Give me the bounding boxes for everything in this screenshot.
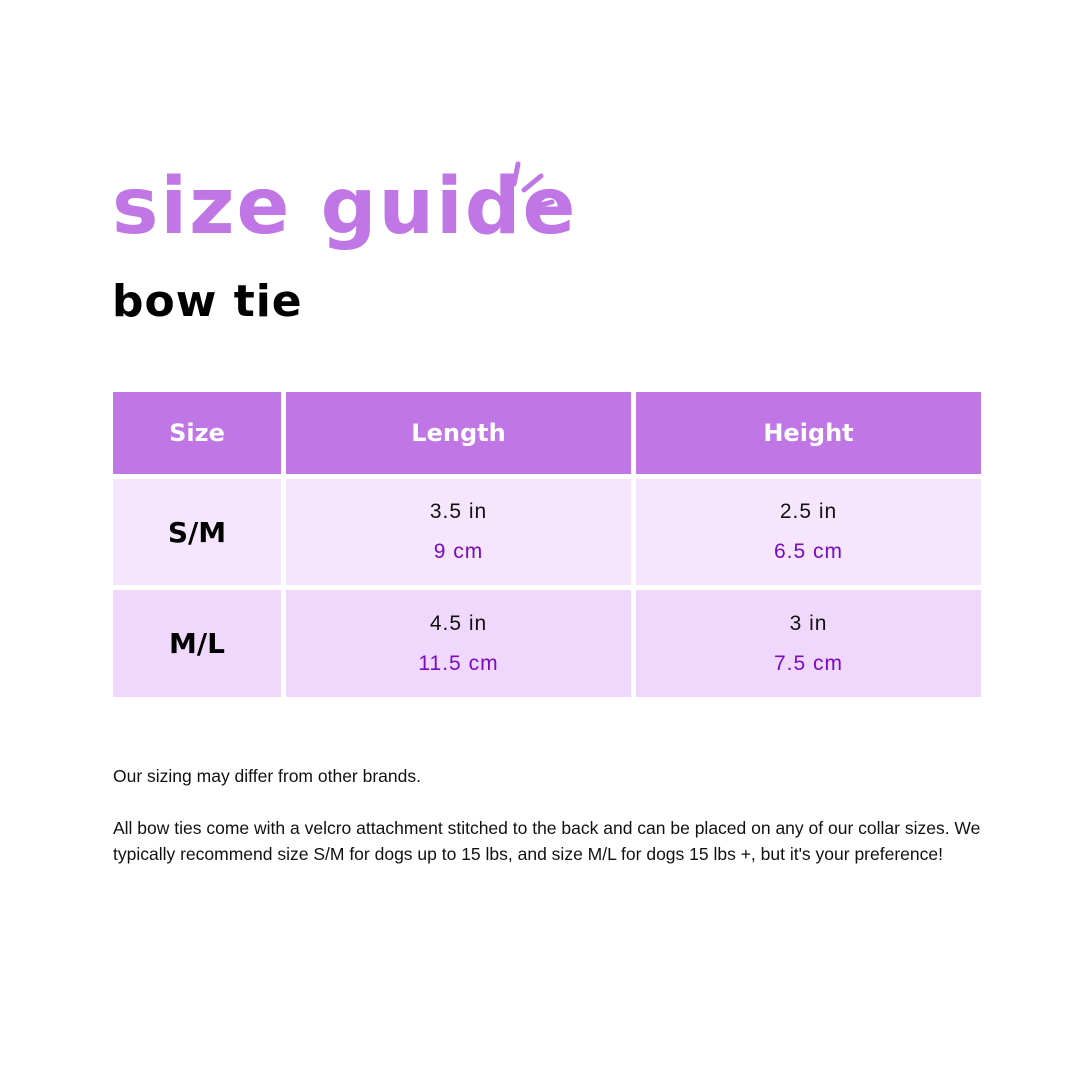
table-row-size: S/M: [113, 479, 281, 585]
height-cell: 2.5 in 6.5 cm: [636, 479, 981, 585]
table-row-size: M/L: [113, 590, 281, 697]
sizing-disclaimer: Our sizing may differ from other brands.: [113, 766, 421, 786]
height-cm: 6.5 cm: [773, 540, 844, 563]
height-inches: 3 in: [789, 611, 828, 635]
height-cell: 3 in 7.5 cm: [636, 590, 981, 697]
height-inches: 2.5 in: [779, 500, 838, 523]
attachment-note: All bow ties come with a velcro attachme…: [113, 818, 981, 864]
length-inches: 4.5 in: [429, 611, 488, 635]
length-cell: 3.5 in 9 cm: [286, 479, 631, 585]
length-inches: 3.5 in: [429, 500, 488, 523]
length-cm: 9 cm: [433, 540, 484, 563]
sparkle-icon: [511, 161, 555, 211]
length-cm: 11.5 cm: [418, 651, 499, 675]
height-cm: 7.5 cm: [773, 651, 844, 675]
size-label: S/M: [167, 515, 227, 549]
page-title: size guide: [112, 162, 578, 252]
page-subtitle: bow tie: [112, 276, 303, 327]
size-label: M/L: [169, 627, 225, 660]
header-height: Height: [636, 392, 981, 474]
header-length: Length: [286, 392, 631, 474]
header-size: Size: [113, 392, 281, 474]
length-cell: 4.5 in 11.5 cm: [286, 590, 631, 697]
